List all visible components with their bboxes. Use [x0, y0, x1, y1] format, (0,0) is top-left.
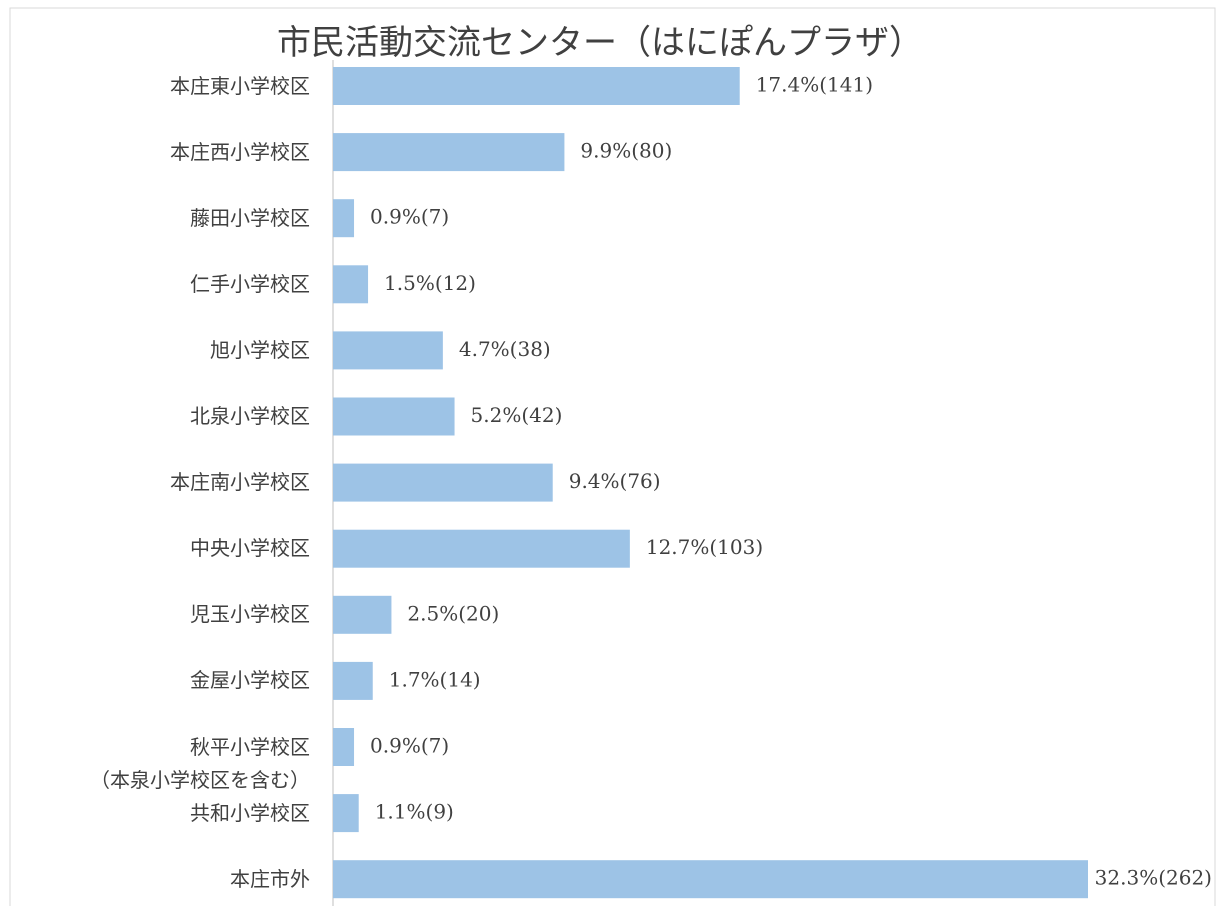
bar [333, 265, 369, 304]
bar [333, 529, 630, 568]
y-tick-label: 秋平小学校区 （本泉小学校区を含む） [90, 734, 310, 792]
bar [333, 661, 373, 700]
data-label: 9.4%(76) [569, 469, 661, 493]
data-label: 0.9%(7) [370, 734, 449, 758]
chart-frame [9, 7, 1216, 906]
y-tick-label: 本庄東小学校区 [170, 73, 310, 98]
bar [333, 199, 355, 238]
y-tick-label: 本庄市外 [230, 866, 310, 891]
data-label: 0.9%(7) [370, 205, 449, 229]
y-tick-label: 本庄南小学校区 [170, 470, 310, 495]
y-tick-label: 中央小学校区 [190, 536, 310, 561]
data-label: 2.5%(20) [407, 601, 499, 625]
bar [333, 728, 355, 766]
bar [333, 331, 443, 370]
data-label: 12.7%(103) [646, 535, 763, 559]
chart-title: 市民活動交流センター（はにぽんプラザ） [277, 23, 923, 63]
bar [333, 860, 1088, 899]
data-label: 1.5%(12) [384, 271, 476, 295]
y-tick-label: 旭小学校区 [210, 337, 310, 362]
bar [333, 67, 740, 105]
bar [333, 133, 565, 172]
data-label: 4.7%(38) [459, 337, 551, 361]
data-label: 1.1%(9) [375, 800, 454, 824]
y-tick-label: 仁手小学校区 [190, 271, 310, 296]
y-tick-label: 本庄西小学校区 [170, 139, 310, 164]
data-label: 17.4%(141) [756, 73, 873, 97]
data-label: 1.7%(14) [389, 667, 481, 691]
bar [333, 595, 392, 634]
y-tick-label: 藤田小学校区 [190, 205, 310, 230]
bar [333, 794, 359, 833]
y-tick-label: 児玉小学校区 [190, 602, 310, 627]
data-label: 32.3%(262) [1095, 866, 1212, 890]
bar [333, 397, 455, 436]
y-tick-label: 金屋小学校区 [190, 668, 310, 693]
y-tick-label: 共和小学校区 [190, 800, 310, 825]
data-label: 9.9%(80) [580, 139, 672, 163]
y-tick-label: 北泉小学校区 [190, 404, 310, 428]
data-label: 5.2%(42) [471, 403, 563, 427]
bar [333, 463, 553, 502]
